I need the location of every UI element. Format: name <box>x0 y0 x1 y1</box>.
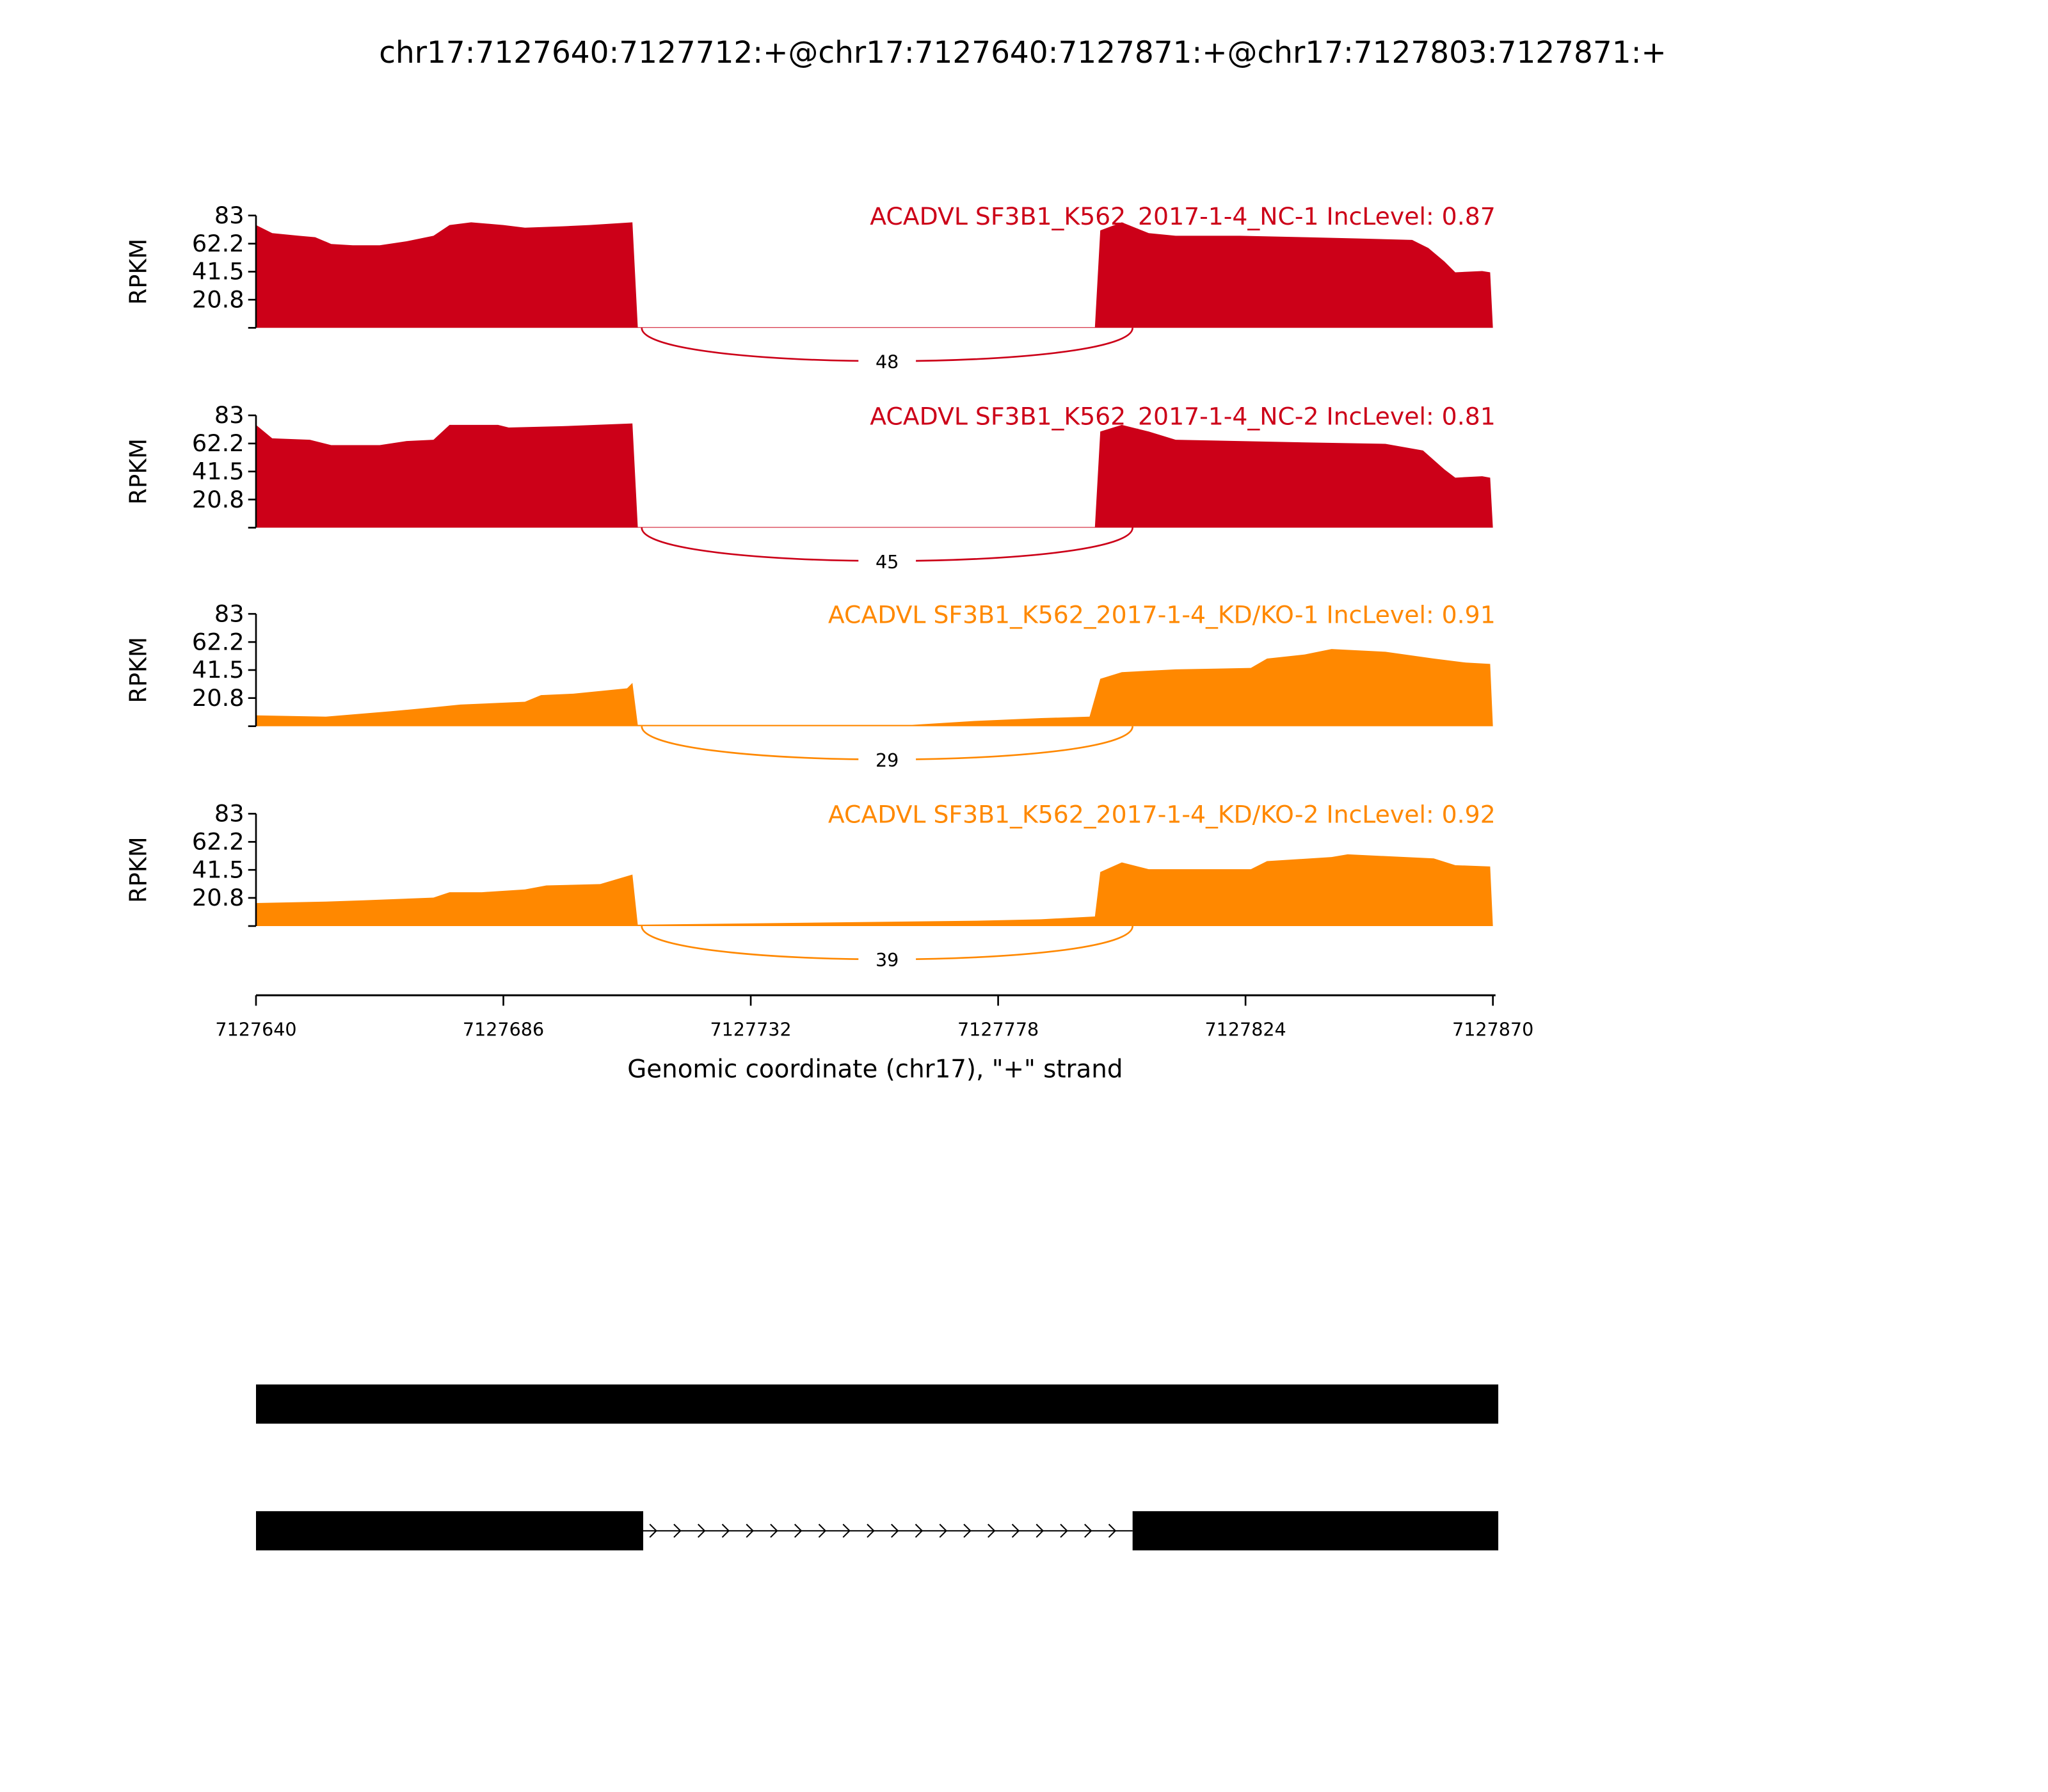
y-tick-label: 83 <box>214 600 244 627</box>
coverage-area <box>256 423 1493 528</box>
track-label: ACADVL SF3B1_K562_2017-1-4_NC-2 IncLevel… <box>870 402 1495 430</box>
strand-arrow-icon <box>1060 1523 1068 1538</box>
junction-count: 39 <box>876 949 899 971</box>
track-label: ACADVL SF3B1_K562_2017-1-4_KD/KO-1 IncLe… <box>828 600 1496 628</box>
y-axis-label: RPKM <box>125 438 152 504</box>
junction-label-bg <box>858 944 916 973</box>
coverage-area <box>256 649 1493 726</box>
y-tick-label: 20.8 <box>192 684 244 712</box>
x-tick-label: 7127732 <box>710 1018 791 1040</box>
exon-block <box>256 1511 644 1551</box>
junction-count: 45 <box>876 551 899 573</box>
y-tick-label: 62.2 <box>192 230 244 257</box>
x-tick-label: 7127824 <box>1205 1018 1286 1040</box>
strand-arrow-icon <box>988 1523 996 1538</box>
strand-arrow-icon <box>697 1523 706 1538</box>
y-tick-label: 20.8 <box>192 486 244 513</box>
strand-arrow-icon <box>939 1523 947 1538</box>
transcript <box>256 1511 1499 1551</box>
strand-arrow-icon <box>818 1523 827 1538</box>
y-axis-label: RPKM <box>125 637 152 703</box>
x-tick-label: 7127778 <box>957 1018 1039 1040</box>
y-axis-label: RPKM <box>125 239 152 305</box>
strand-arrow-icon <box>649 1523 657 1538</box>
y-tick-label: 41.5 <box>192 258 244 285</box>
track-label: ACADVL SF3B1_K562_2017-1-4_NC-1 IncLevel… <box>870 202 1495 230</box>
strand-arrow-icon <box>673 1523 682 1538</box>
exon-block <box>1132 1511 1499 1551</box>
strand-arrow-icon <box>915 1523 924 1538</box>
strand-arrow-icon <box>891 1523 899 1538</box>
x-tick-label: 7127640 <box>215 1018 296 1040</box>
x-tick-label: 7127686 <box>463 1018 544 1040</box>
strand-arrow-icon <box>963 1523 972 1538</box>
strand-arrow-icon <box>721 1523 730 1538</box>
strand-arrow-icon <box>1108 1523 1117 1538</box>
junction-label-bg <box>858 346 916 375</box>
y-tick-label: 20.8 <box>192 884 244 911</box>
coverage-area <box>256 222 1493 328</box>
gene-model <box>256 1384 1499 1551</box>
junction-count: 48 <box>876 351 899 373</box>
strand-arrow-icon <box>1011 1523 1020 1538</box>
y-tick-label: 41.5 <box>192 856 244 883</box>
y-tick-label: 83 <box>214 202 244 229</box>
y-tick-label: 62.2 <box>192 628 244 655</box>
strand-arrow-icon <box>867 1523 875 1538</box>
y-tick-label: 83 <box>214 401 244 429</box>
y-tick-label: 62.2 <box>192 429 244 457</box>
strand-arrow-icon <box>794 1523 803 1538</box>
coverage-area <box>256 854 1493 926</box>
strand-arrow-icon <box>746 1523 754 1538</box>
junction-label-bg <box>858 744 916 774</box>
strand-arrow-icon <box>1084 1523 1092 1538</box>
exon-block <box>256 1384 1499 1424</box>
x-axis-label: Genomic coordinate (chr17), "+" strand <box>627 1055 1123 1084</box>
y-tick-label: 62.2 <box>192 828 244 856</box>
x-tick-label: 7127870 <box>1452 1018 1533 1040</box>
strand-arrow-icon <box>1036 1523 1044 1538</box>
strand-arrow-icon <box>770 1523 778 1538</box>
chart-title: chr17:7127640:7127712:+@chr17:7127640:71… <box>379 35 1667 70</box>
track-label: ACADVL SF3B1_K562_2017-1-4_KD/KO-2 IncLe… <box>828 801 1496 829</box>
y-tick-label: 20.8 <box>192 286 244 314</box>
strand-arrow-icon <box>842 1523 851 1538</box>
junction-count: 29 <box>876 749 899 771</box>
y-tick-label: 41.5 <box>192 656 244 684</box>
y-axis-label: RPKM <box>125 836 152 902</box>
transcript <box>256 1384 1499 1424</box>
y-tick-label: 83 <box>214 800 244 828</box>
x-axis: 7127640 7127686 7127732 7127778 7127824 71278… <box>215 994 1533 1040</box>
junction-label-bg <box>858 546 916 575</box>
y-tick-label: 41.5 <box>192 458 244 485</box>
